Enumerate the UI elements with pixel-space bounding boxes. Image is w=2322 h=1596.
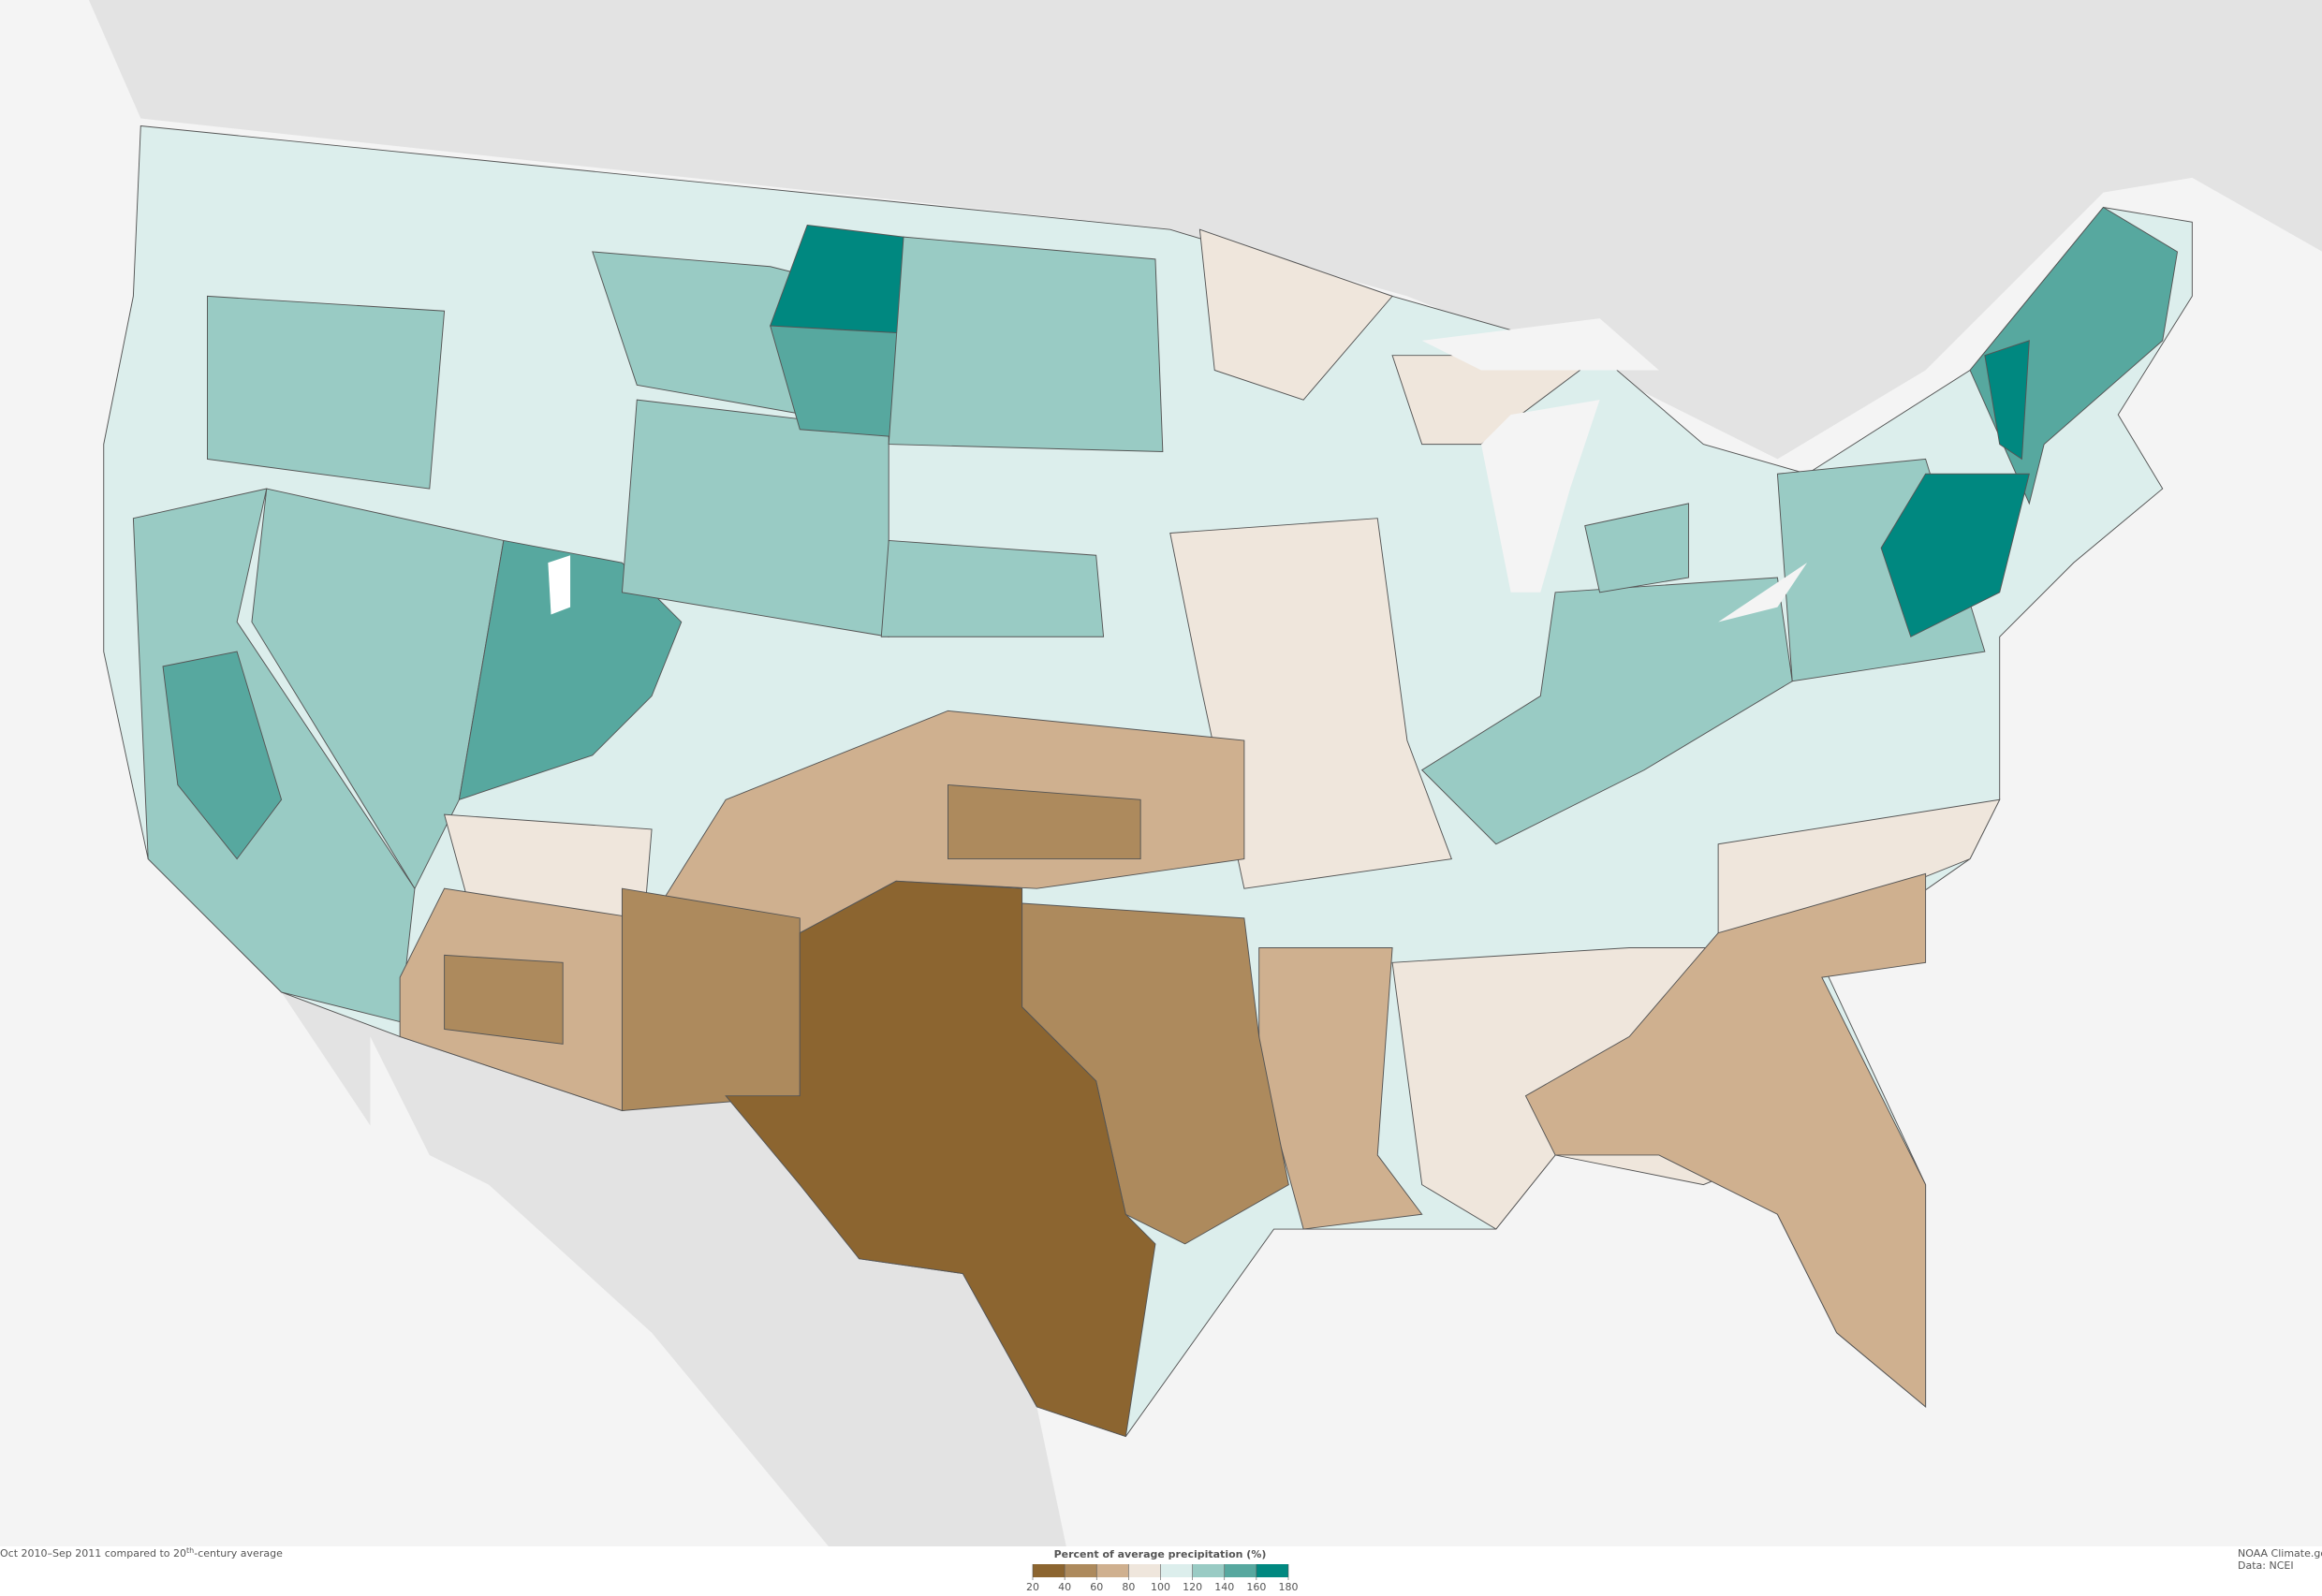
legend-swatch	[1128, 1564, 1161, 1577]
legend-swatch	[1192, 1564, 1225, 1577]
mexico	[281, 991, 1067, 1548]
california-region	[132, 488, 416, 1023]
credit-data: Data: NCEI	[2238, 1559, 2294, 1572]
caption-sup: th	[186, 1546, 194, 1555]
map	[0, 0, 2322, 1548]
legend-title: Percent of average precipitation (%)	[1054, 1548, 1267, 1560]
legend-tick-label: 80	[1122, 1581, 1135, 1593]
caption-text: Oct 2010–Sep 2011 compared to 20	[0, 1547, 186, 1559]
nevada-region	[251, 488, 505, 890]
legend-swatch	[1096, 1564, 1129, 1577]
lake-superior	[1421, 318, 1659, 371]
oklahoma-panhandle	[948, 783, 1141, 860]
vermont	[1984, 340, 2030, 461]
legend: 20 40 60 80 100 120 140 160 180	[1026, 1564, 1299, 1593]
credit: NOAA Climate.gov	[2238, 1547, 2322, 1559]
canada	[0, 0, 2322, 460]
minnesota-north	[1198, 228, 1393, 401]
legend-tick-label: 120	[1183, 1581, 1202, 1593]
oregon-region	[207, 295, 446, 490]
kansas-region	[880, 539, 1105, 637]
legend-swatch	[1256, 1564, 1288, 1577]
legend-swatch	[1224, 1564, 1257, 1577]
southeast	[1524, 872, 1927, 1408]
sierra-region	[162, 651, 283, 860]
legend-swatch	[1065, 1564, 1097, 1577]
legend-tick-label: 40	[1058, 1581, 1071, 1593]
legend-swatch	[1160, 1564, 1193, 1577]
great-salt-lake	[548, 555, 571, 615]
legend-tick-label: 180	[1279, 1581, 1299, 1593]
gulf-of-california	[370, 1036, 475, 1304]
legend-tick-label: 60	[1090, 1581, 1103, 1593]
legend-tick-label: 20	[1026, 1581, 1039, 1593]
new-mexico-south	[621, 887, 801, 1112]
lake-michigan	[1481, 400, 1600, 593]
legend-tick-label: 140	[1214, 1581, 1234, 1593]
utah-region	[458, 539, 683, 800]
legend-swatch	[1033, 1564, 1065, 1577]
michigan-south	[1584, 503, 1689, 593]
legend-tick-label: 160	[1246, 1581, 1266, 1593]
caption: Oct 2010–Sep 2011 compared to 20th-centu…	[0, 1546, 283, 1559]
pennsylvania-east	[1880, 473, 2030, 637]
arizona-southwest	[444, 954, 564, 1045]
caption-rest: -century average	[194, 1547, 283, 1559]
west-texas	[725, 880, 1156, 1438]
legend-tick-label: 100	[1151, 1581, 1170, 1593]
dakotas-region	[888, 236, 1164, 452]
lake-erie	[1718, 563, 1808, 622]
